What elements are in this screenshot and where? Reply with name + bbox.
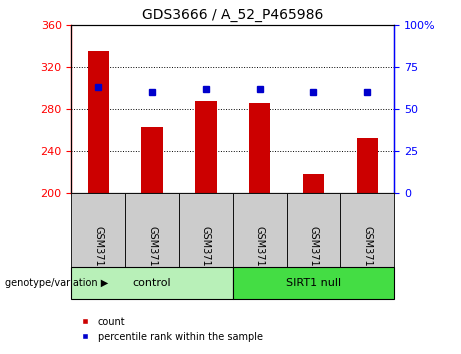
Text: GSM371993: GSM371993 (362, 227, 372, 285)
Text: SIRT1 null: SIRT1 null (286, 278, 341, 288)
Bar (71, 267, 233, 299)
Bar (249, 103, 271, 193)
Bar (125, 193, 179, 267)
Title: GDS3666 / A_52_P465986: GDS3666 / A_52_P465986 (142, 8, 324, 22)
Bar (71, 193, 125, 267)
Text: GSM371991: GSM371991 (254, 227, 265, 285)
Bar (195, 102, 217, 193)
Bar (340, 193, 394, 267)
Bar (233, 193, 287, 267)
Bar (233, 267, 394, 299)
Text: GSM371990: GSM371990 (201, 227, 211, 285)
Bar (356, 138, 378, 193)
Text: genotype/variation ▶: genotype/variation ▶ (5, 278, 108, 288)
Bar (142, 127, 163, 193)
Text: GSM371989: GSM371989 (147, 227, 157, 285)
Legend: count, percentile rank within the sample: count, percentile rank within the sample (77, 313, 266, 346)
Bar (287, 193, 340, 267)
Text: GSM371988: GSM371988 (93, 227, 103, 285)
Bar (88, 51, 109, 193)
Text: GSM371992: GSM371992 (308, 227, 319, 286)
Text: control: control (133, 278, 171, 288)
Bar (179, 193, 233, 267)
Bar (303, 174, 324, 193)
